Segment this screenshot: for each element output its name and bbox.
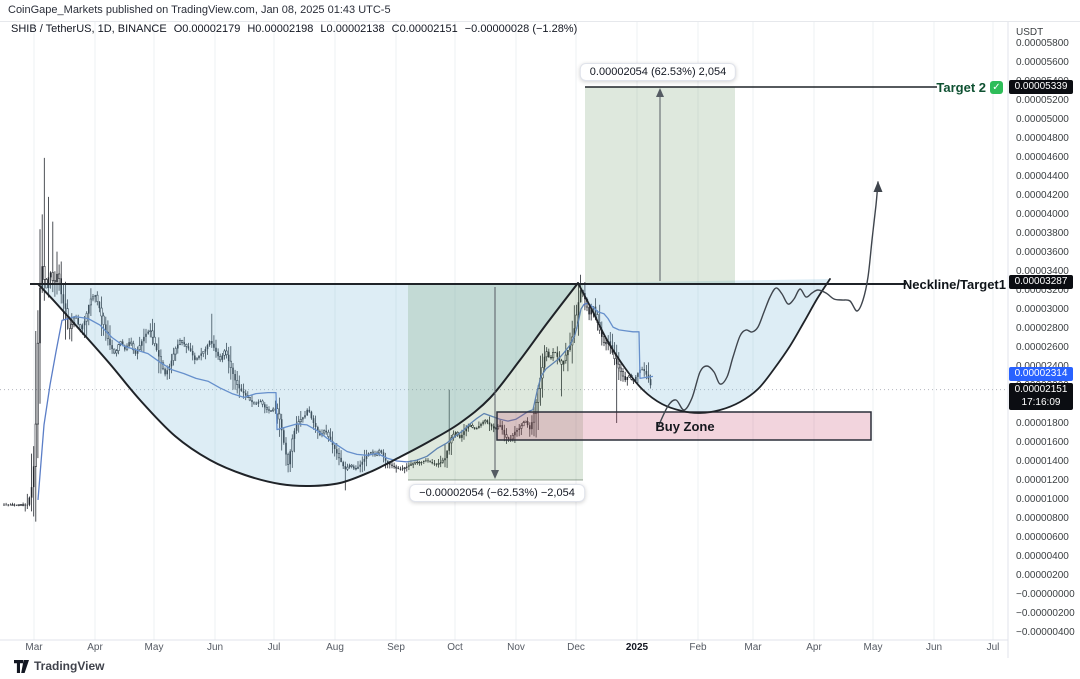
- price-axis-label: −0.00000200: [1016, 607, 1075, 619]
- price-axis-label: 0.00001400: [1016, 455, 1069, 467]
- ohlc-change: −0.00000028 (−1.28%): [464, 23, 578, 35]
- price-axis-label: 0.00004200: [1016, 189, 1069, 201]
- projection-arrowhead: [873, 181, 883, 192]
- price-axis-label: 0.00003600: [1016, 246, 1069, 258]
- price-axis-label: 0.00003000: [1016, 303, 1069, 315]
- price-axis-label: 0.00004600: [1016, 151, 1069, 163]
- symbol-legend[interactable]: SHIB / TetherUS, 1D, BINANCE O0.00002179 H…: [11, 23, 584, 35]
- price-axis-label: 0.00004800: [1016, 132, 1069, 144]
- attribution-text: CoinGape_Markets published on TradingVie…: [8, 4, 391, 16]
- time-axis-label: Jun: [206, 642, 224, 653]
- price-axis-label: 0.00002400: [1016, 360, 1069, 372]
- axis-currency-label: USDT: [1016, 27, 1044, 38]
- ohlc-high: H0.00002198: [247, 23, 314, 35]
- price-axis-label: 0.00000600: [1016, 531, 1069, 543]
- time-axis-label: Sep: [387, 642, 405, 653]
- price-axis-label: 0.00003800: [1016, 227, 1069, 239]
- time-axis-label: May: [144, 642, 164, 653]
- cup-arc: [37, 282, 579, 488]
- target2-label[interactable]: Target 2 ✓: [936, 80, 1003, 95]
- price-axis-label: 0.00002800: [1016, 322, 1069, 334]
- buy-zone-rect[interactable]: [496, 411, 872, 441]
- price-axis-label: 0.00004000: [1016, 208, 1069, 220]
- time-axis-label: Jul: [267, 642, 281, 653]
- price-badge: 0.00002151 17:16:09: [1009, 382, 1073, 410]
- tradingview-logo-icon: [14, 659, 29, 673]
- price-axis-label: 0.00005800: [1016, 37, 1069, 49]
- price-axis-label: 0.00004400: [1016, 170, 1069, 182]
- price-axis-label: 0.00000800: [1016, 512, 1069, 524]
- price-axis-label: 0.00003400: [1016, 265, 1069, 277]
- time-axis-label: Jun: [925, 642, 943, 653]
- cup-pattern-fill: [38, 283, 578, 487]
- handle-pattern-fill: [578, 279, 830, 414]
- ohlc-open: O0.00002179: [173, 23, 241, 35]
- symbol-title[interactable]: SHIB / TetherUS, 1D, BINANCE: [11, 23, 167, 35]
- time-axis-label: May: [863, 642, 883, 653]
- projection-path: [657, 181, 879, 428]
- ohlc-low: L0.00002138: [320, 23, 385, 35]
- price-badge: 0.00005339: [1009, 79, 1073, 94]
- time-axis-label: Mar: [744, 642, 762, 653]
- tradingview-logo-text: TradingView: [34, 659, 105, 673]
- ohlc-close: C0.00002151: [391, 23, 458, 35]
- price-axis-label: 0.00001000: [1016, 493, 1069, 505]
- price-axis-label: 0.00005200: [1016, 94, 1069, 106]
- measure-up-arrowhead: [656, 88, 664, 97]
- time-axis-label: Aug: [326, 642, 344, 653]
- time-axis-label: Feb: [689, 642, 707, 653]
- measure-up-tooltip: 0.00002054 (62.53%) 2,054: [579, 63, 737, 81]
- price-axis-label: 0.00001800: [1016, 417, 1069, 429]
- price-badge: 0.00003287: [1009, 274, 1073, 289]
- time-axis-label: Apr: [806, 642, 822, 653]
- price-axis-label: 0.00005000: [1016, 113, 1069, 125]
- price-axis-label: −0.00000000: [1016, 588, 1075, 600]
- measure-down-tooltip: −0.00002054 (−62.53%) −2,054: [409, 484, 585, 502]
- price-axis-label: 0.00000400: [1016, 550, 1069, 562]
- price-badge: 0.00002314: [1009, 367, 1073, 382]
- price-axis-label: −0.00000400: [1016, 626, 1075, 638]
- time-axis-label: Dec: [567, 642, 585, 653]
- handle-arc: [577, 278, 831, 414]
- neckline-target1-label[interactable]: Neckline/Target1: [902, 277, 1006, 292]
- time-axis-label: Nov: [507, 642, 525, 653]
- check-mark-icon: ✓: [990, 81, 1003, 94]
- time-axis-label: Apr: [87, 642, 103, 653]
- price-axis-label: 0.00000200: [1016, 569, 1069, 581]
- target2-text: Target 2: [936, 80, 986, 95]
- price-axis-label: 0.00003200: [1016, 284, 1069, 296]
- time-axis-label: Jul: [986, 642, 1000, 653]
- measure-down-arrowhead: [491, 470, 499, 479]
- price-axis-label: 0.00002600: [1016, 341, 1069, 353]
- attribution-bar: CoinGape_Markets published on TradingVie…: [0, 0, 1080, 22]
- price-axis-label: 0.00001200: [1016, 474, 1069, 486]
- price-axis-label: 0.00001600: [1016, 436, 1069, 448]
- time-axis-label: Oct: [447, 642, 463, 653]
- tradingview-logo[interactable]: TradingView: [14, 659, 104, 673]
- overlay-price-line: [37, 302, 654, 500]
- buy-zone-label[interactable]: Buy Zone: [655, 419, 715, 434]
- time-axis-label: Mar: [25, 642, 43, 653]
- price-axis-label: 0.00005600: [1016, 56, 1069, 68]
- time-axis-label: 2025: [625, 642, 649, 653]
